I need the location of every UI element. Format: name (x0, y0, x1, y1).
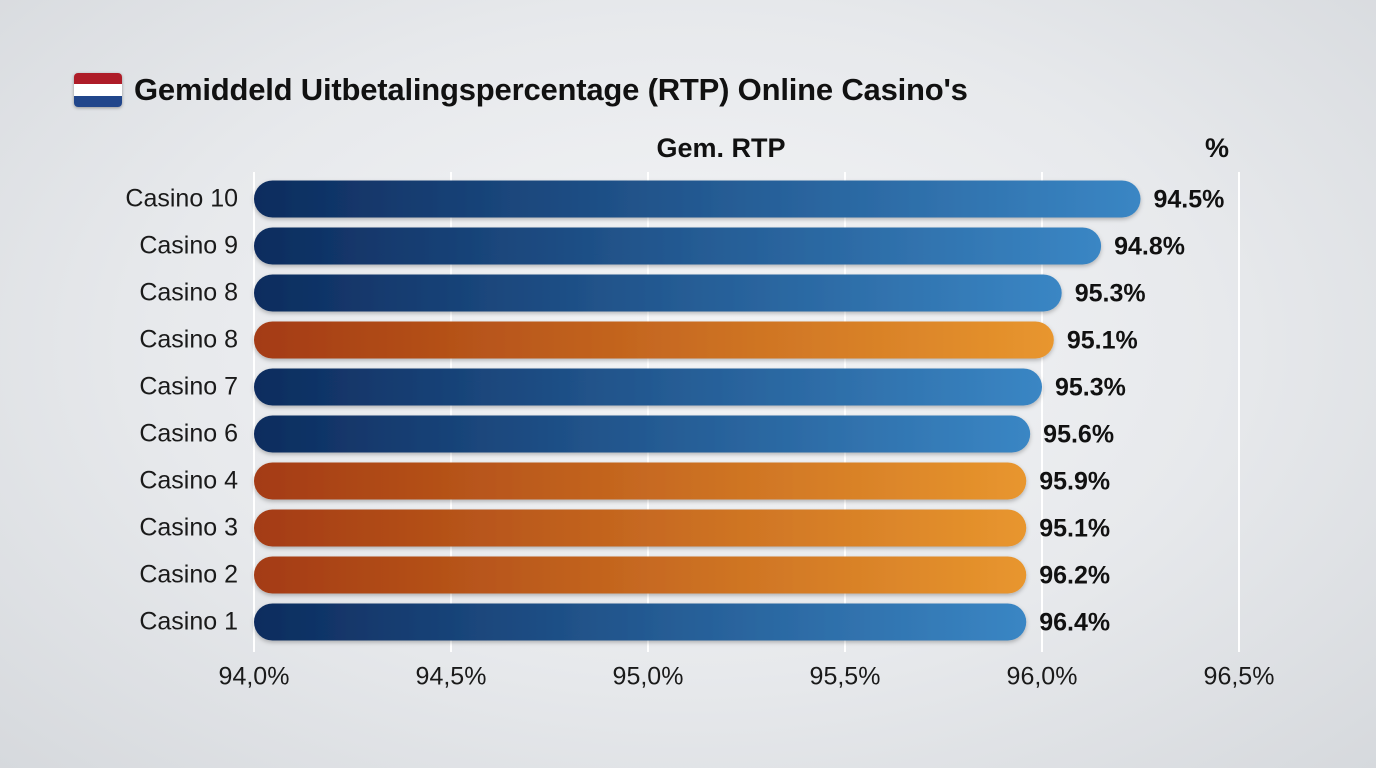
value-label: 96.4% (1039, 609, 1110, 637)
bar (254, 509, 1027, 547)
value-label: 95.3% (1075, 280, 1146, 308)
page-title: Gemiddeld Uitbetalingspercentage (RTP) O… (134, 72, 968, 107)
series-title: Gem. RTP (656, 133, 786, 163)
bar (254, 603, 1027, 641)
labels: 94,0% 94,5% 95,0% 95,5% 96,0% 96,5% Casino 10 9… (125, 185, 1274, 691)
bar (254, 180, 1141, 218)
category-label: Casino 7 (139, 373, 238, 401)
category-label: Casino 6 (139, 420, 238, 448)
x-tick-label: 94,0% (219, 663, 290, 691)
category-label: Casino 8 (139, 279, 238, 307)
value-label: 95.9% (1039, 468, 1110, 496)
value-label: 95.6% (1043, 421, 1114, 449)
unit-label: % (1204, 133, 1229, 163)
x-tick-label: 94,5% (416, 663, 487, 691)
category-label: Casino 1 (139, 608, 238, 636)
category-label: Casino 9 (139, 232, 238, 260)
x-tick-label: 95,5% (810, 663, 881, 691)
bar (254, 321, 1054, 359)
x-tick-label: 96,5% (1204, 663, 1275, 691)
value-label: 95.1% (1039, 515, 1110, 543)
bar (254, 556, 1027, 594)
category-label: Casino 2 (139, 561, 238, 589)
bar (254, 415, 1031, 453)
value-label: 94.5% (1154, 186, 1225, 214)
chart-title-row: Gemiddeld Uitbetalingspercentage (RTP) O… (74, 70, 968, 110)
value-label: 96.2% (1039, 562, 1110, 590)
category-label: Casino 10 (125, 185, 238, 213)
bar (254, 227, 1102, 265)
value-label: 95.1% (1067, 327, 1138, 355)
category-label: Casino 3 (139, 514, 238, 542)
x-tick-label: 95,0% (613, 663, 684, 691)
flag-stripe-red (74, 73, 122, 85)
category-label: Casino 4 (139, 467, 238, 495)
flag-stripe-white (74, 84, 122, 96)
category-label: Casino 8 (139, 326, 238, 354)
bar (254, 368, 1042, 406)
bar (254, 462, 1027, 500)
value-label: 95.3% (1055, 374, 1126, 402)
bar (254, 274, 1062, 312)
x-tick-label: 96,0% (1007, 663, 1078, 691)
netherlands-flag-icon (74, 73, 122, 107)
value-label: 94.8% (1114, 233, 1185, 261)
bars (254, 180, 1141, 641)
flag-stripe-blue (74, 95, 122, 107)
